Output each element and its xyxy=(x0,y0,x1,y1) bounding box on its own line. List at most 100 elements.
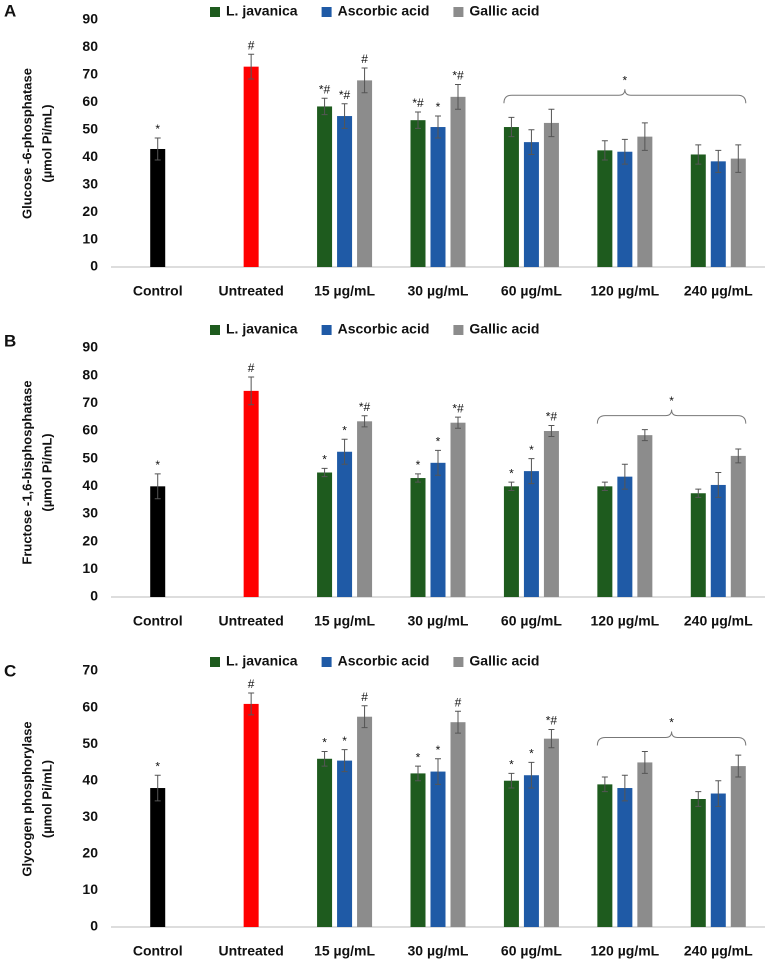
significance-label: # xyxy=(248,361,255,375)
bar xyxy=(150,148,166,267)
y-tick-label: 40 xyxy=(82,148,98,164)
error-bar xyxy=(435,115,441,139)
legend-label: Gallic acid xyxy=(469,3,539,19)
bracket xyxy=(503,89,747,104)
bar xyxy=(243,390,259,597)
bar xyxy=(410,773,426,927)
panel-label: B xyxy=(4,331,16,350)
bar xyxy=(543,122,559,268)
error-bar xyxy=(154,473,161,500)
bar xyxy=(690,799,706,927)
bar xyxy=(637,435,653,597)
significance-label: * xyxy=(155,122,160,136)
significance-label: * xyxy=(436,743,441,757)
error-bar xyxy=(601,481,608,491)
y-tick-label: 50 xyxy=(82,735,98,751)
legend-label: Gallic acid xyxy=(469,321,539,337)
bar xyxy=(637,136,653,267)
bar xyxy=(543,738,559,927)
significance-label: * xyxy=(322,453,327,467)
significance-label: * xyxy=(416,750,421,764)
y-axis-label: Fructose -1,6-bisphosphatase xyxy=(19,380,34,564)
legend-label: L. javanica xyxy=(226,653,298,669)
legend-swatch xyxy=(321,657,332,667)
significance-label: * xyxy=(529,443,534,457)
y-tick-label: 90 xyxy=(82,11,98,27)
legend-label: L. javanica xyxy=(226,321,298,337)
bar xyxy=(710,793,726,927)
error-bar xyxy=(435,449,441,476)
bar xyxy=(317,758,333,927)
bracket xyxy=(596,731,747,746)
bar xyxy=(503,127,519,268)
error-bar xyxy=(621,774,628,802)
y-tick-label: 30 xyxy=(82,808,98,824)
y-tick-label: 80 xyxy=(82,38,98,54)
error-bar xyxy=(321,750,328,767)
bar xyxy=(243,66,259,268)
x-tick-label: 120 µg/mL xyxy=(590,613,659,629)
x-tick-label: 15 µg/mL xyxy=(314,943,375,959)
error-bar xyxy=(154,137,161,161)
error-bar xyxy=(601,140,608,161)
legend-label: L. javanica xyxy=(226,3,298,19)
x-tick-label: Untreated xyxy=(218,283,283,299)
significance-label: *# xyxy=(546,410,558,424)
y-tick-label: 70 xyxy=(82,66,98,82)
significance-label: * xyxy=(529,747,534,761)
bar xyxy=(430,771,446,927)
bar xyxy=(617,151,633,267)
significance-label: * xyxy=(322,736,327,750)
bar xyxy=(523,142,539,267)
error-bar xyxy=(508,772,515,789)
legend-swatch xyxy=(210,657,220,667)
y-tick-label: 10 xyxy=(82,881,98,897)
bar xyxy=(337,451,353,597)
error-bar xyxy=(341,103,348,129)
legend-swatch xyxy=(210,7,220,17)
y-tick-label: 30 xyxy=(82,505,98,521)
error-bar xyxy=(455,416,461,429)
y-tick-label: 50 xyxy=(82,120,98,136)
bar xyxy=(357,421,373,597)
bar xyxy=(357,80,373,267)
error-bar xyxy=(641,750,648,774)
y-tick-label: 0 xyxy=(90,258,98,274)
bracket xyxy=(596,409,747,424)
error-bar xyxy=(248,53,255,80)
error-bar xyxy=(641,429,648,442)
bar xyxy=(337,116,353,267)
y-tick-label: 60 xyxy=(82,422,98,438)
legend-swatch xyxy=(453,7,464,17)
legend-swatch xyxy=(321,325,332,335)
bar xyxy=(543,431,559,597)
error-bar xyxy=(455,710,461,734)
significance-label: * xyxy=(509,758,514,772)
y-tick-label: 60 xyxy=(82,93,98,109)
bar xyxy=(450,422,466,597)
error-bar xyxy=(361,415,368,428)
bar xyxy=(690,154,706,267)
error-bar xyxy=(735,448,742,464)
x-tick-label: 30 µg/mL xyxy=(408,943,469,959)
error-bar xyxy=(715,149,722,173)
error-bar xyxy=(528,761,535,789)
error-bar xyxy=(415,765,421,782)
error-bar xyxy=(621,138,628,165)
error-bar xyxy=(508,116,515,138)
bar xyxy=(357,716,373,927)
x-tick-label: 15 µg/mL xyxy=(314,283,375,299)
significance-label: *# xyxy=(452,69,464,83)
significance-label: *# xyxy=(359,400,371,414)
x-tick-label: 60 µg/mL xyxy=(501,943,562,959)
panel-label: C xyxy=(4,661,16,680)
y-axis-label: (µmol Pi/mL) xyxy=(39,760,54,838)
significance-label: *# xyxy=(546,714,558,728)
bar xyxy=(637,762,653,927)
significance-label: * xyxy=(155,759,160,773)
error-bar xyxy=(548,108,555,138)
y-tick-label: 40 xyxy=(82,771,98,787)
bar xyxy=(150,788,166,927)
error-bar xyxy=(508,481,515,491)
legend-swatch xyxy=(321,7,332,17)
